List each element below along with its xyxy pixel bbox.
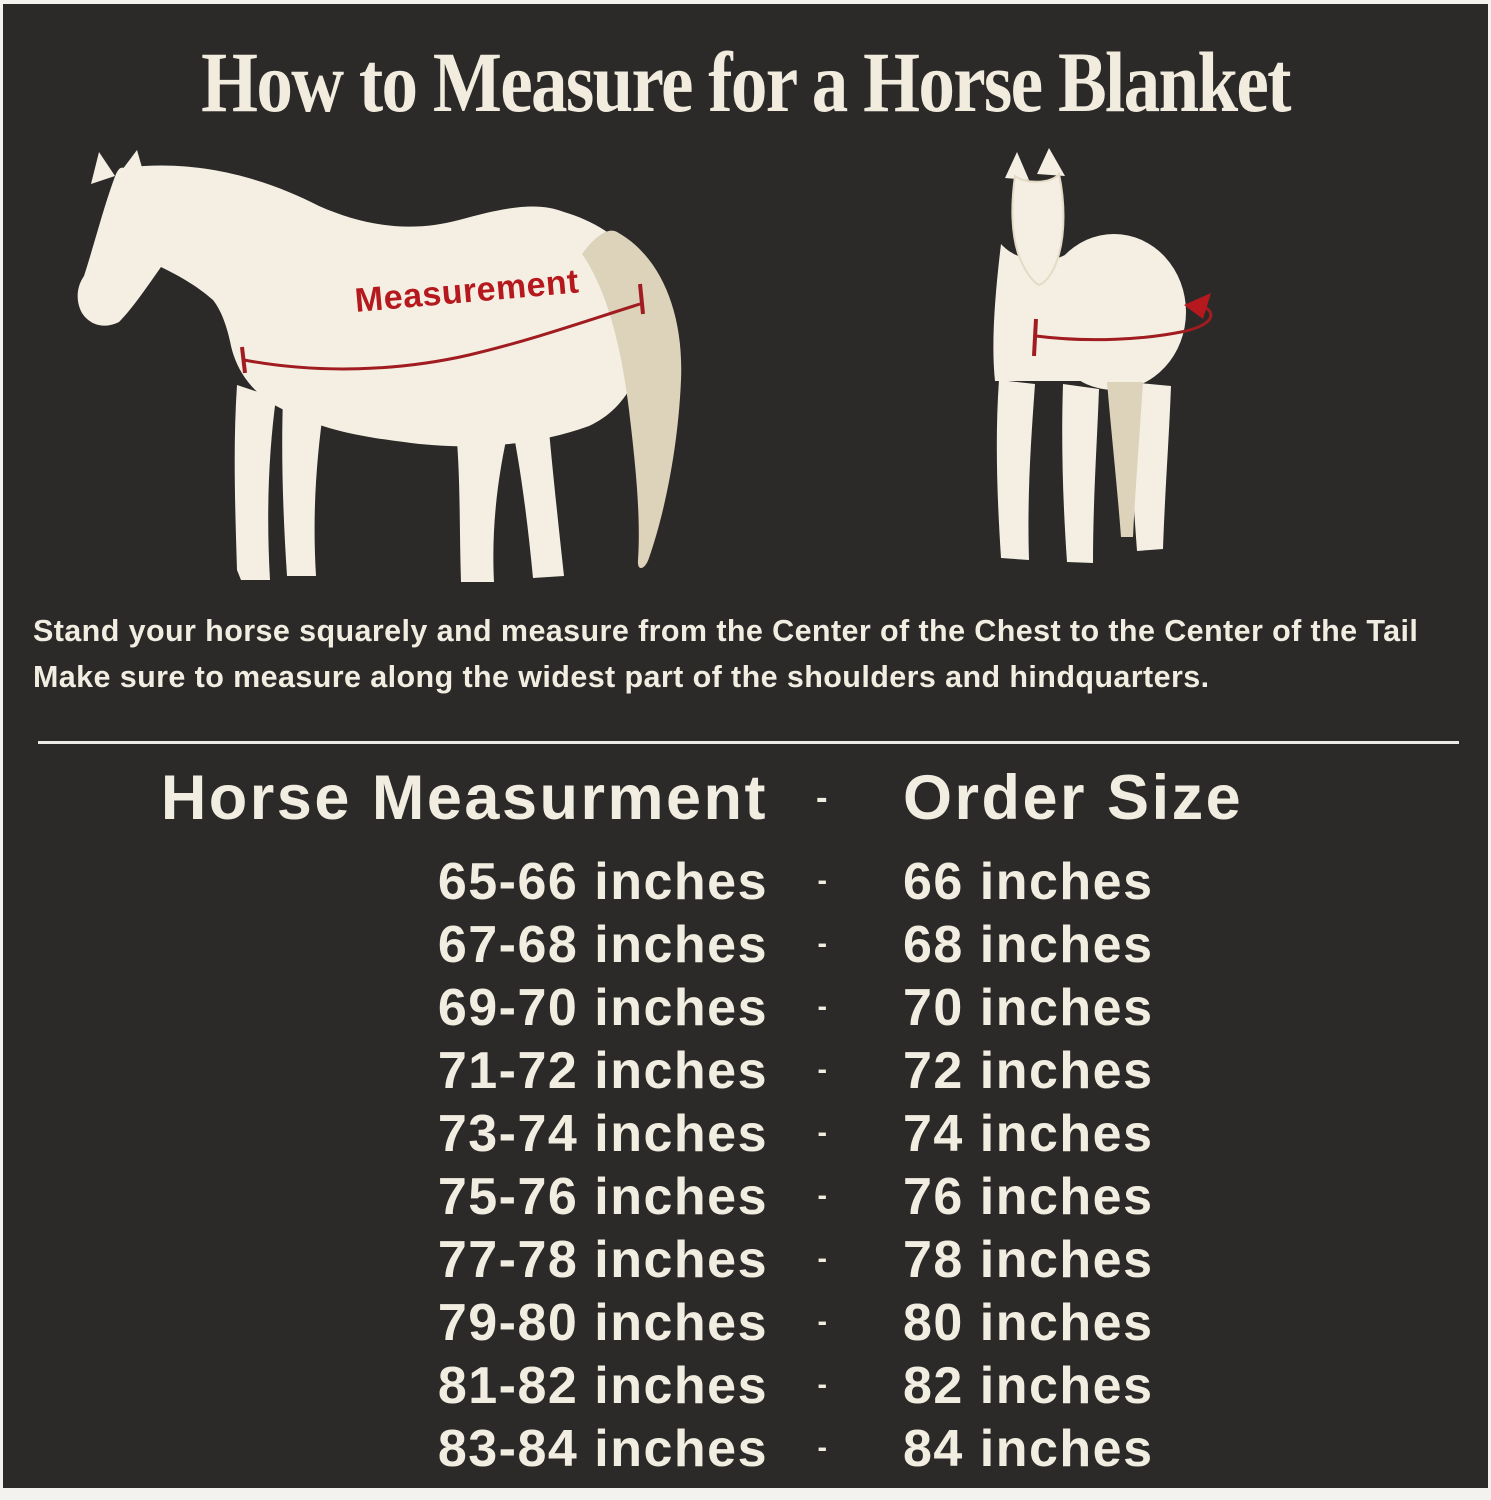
table-row: 79-80 inches - 80 inches [3,1291,1491,1354]
row-horse-measurement: 81-82 inches [437,1356,768,1415]
table-row: 77-78 inches - 78 inches [3,1228,1491,1291]
table-row: 81-82 inches - 82 inches [3,1354,1491,1417]
horse-ear-icon [1005,152,1029,180]
row-separator: - [817,928,829,961]
divider-line [38,741,1459,744]
horse-head [1011,171,1065,287]
horse-leg [1062,384,1099,563]
row-horse-measurement: 75-76 inches [437,1167,768,1226]
row-horse-measurement: 73-74 inches [437,1104,768,1163]
dark-panel: How to Measure for a Horse Blanket Measu… [3,4,1488,1488]
measurement-line [240,283,645,374]
row-order-size: 66 inches [903,852,1154,911]
row-order-size: 80 inches [903,1293,1154,1352]
row-horse-measurement: 69-70 inches [437,978,768,1037]
horse-leg [234,385,276,580]
row-separator: - [817,1306,829,1339]
row-separator: - [817,991,829,1024]
table-row: 73-74 inches - 74 inches [3,1102,1491,1165]
row-horse-measurement: 83-84 inches [437,1419,768,1478]
horse-side-silhouette-icon [77,150,682,582]
row-order-size: 84 inches [903,1419,1154,1478]
horse-front-silhouette-icon [993,148,1213,563]
row-order-size: 68 inches [903,915,1154,974]
horse-ear-icon [1037,148,1065,176]
horse-leg [507,402,564,578]
row-order-size: 78 inches [903,1230,1154,1289]
row-separator: - [817,865,829,898]
horse-body-outline [77,165,650,447]
instructions-line-1: Stand your horse squarely and measure fr… [33,614,1419,648]
horse-chest [993,244,1090,381]
row-separator: - [817,1432,829,1465]
horse-leg [454,412,510,582]
horse-side-body [77,150,650,582]
row-separator: - [817,1243,829,1276]
row-separator: - [817,1369,829,1402]
table-row: 75-76 inches - 76 inches [3,1165,1491,1228]
table-row: 71-72 inches - 72 inches [3,1039,1491,1102]
header-order-size: Order Size [903,763,1244,833]
measurement-tick-end [638,283,645,315]
instructions: Stand your horse squarely and measure fr… [33,608,1473,700]
row-order-size: 82 inches [903,1356,1154,1415]
horse-leg [996,380,1035,560]
row-order-size: 76 inches [903,1167,1154,1226]
measurement-tick-start [240,346,247,374]
horse-tail [582,230,682,569]
row-horse-measurement: 79-80 inches [437,1293,768,1352]
horse-leg [282,398,324,576]
table-row: 67-68 inches - 68 inches [3,913,1491,976]
table-row: 65-66 inches - 66 inches [3,850,1491,913]
row-order-size: 74 inches [903,1104,1154,1163]
row-horse-measurement: 67-68 inches [437,915,768,974]
wrap-arrow-icon [1032,293,1213,357]
row-separator: - [817,1054,829,1087]
row-separator: - [817,1117,829,1150]
row-horse-measurement: 71-72 inches [437,1041,768,1100]
header-separator: - [815,778,831,817]
table-row: 69-70 inches - 70 inches [3,976,1491,1039]
row-horse-measurement: 77-78 inches [437,1230,768,1289]
page-title: How to Measure for a Horse Blanket [201,34,1291,130]
size-table: Horse Measurment - Order Size 65-66 inch… [3,756,1491,1480]
horse-front-body [993,148,1186,563]
horse-leg-shadow [1107,382,1143,537]
header-horse-measurement: Horse Measurment [160,763,768,833]
row-separator: - [817,1180,829,1213]
row-horse-measurement: 65-66 inches [437,852,768,911]
horse-ear-icon [91,152,115,184]
row-order-size: 70 inches [903,978,1154,1037]
row-order-size: 72 inches [903,1041,1154,1100]
table-row: 83-84 inches - 84 inches [3,1417,1491,1480]
size-table-header: Horse Measurment - Order Size [3,756,1491,840]
instructions-line-2: Make sure to measure along the widest pa… [33,660,1210,694]
